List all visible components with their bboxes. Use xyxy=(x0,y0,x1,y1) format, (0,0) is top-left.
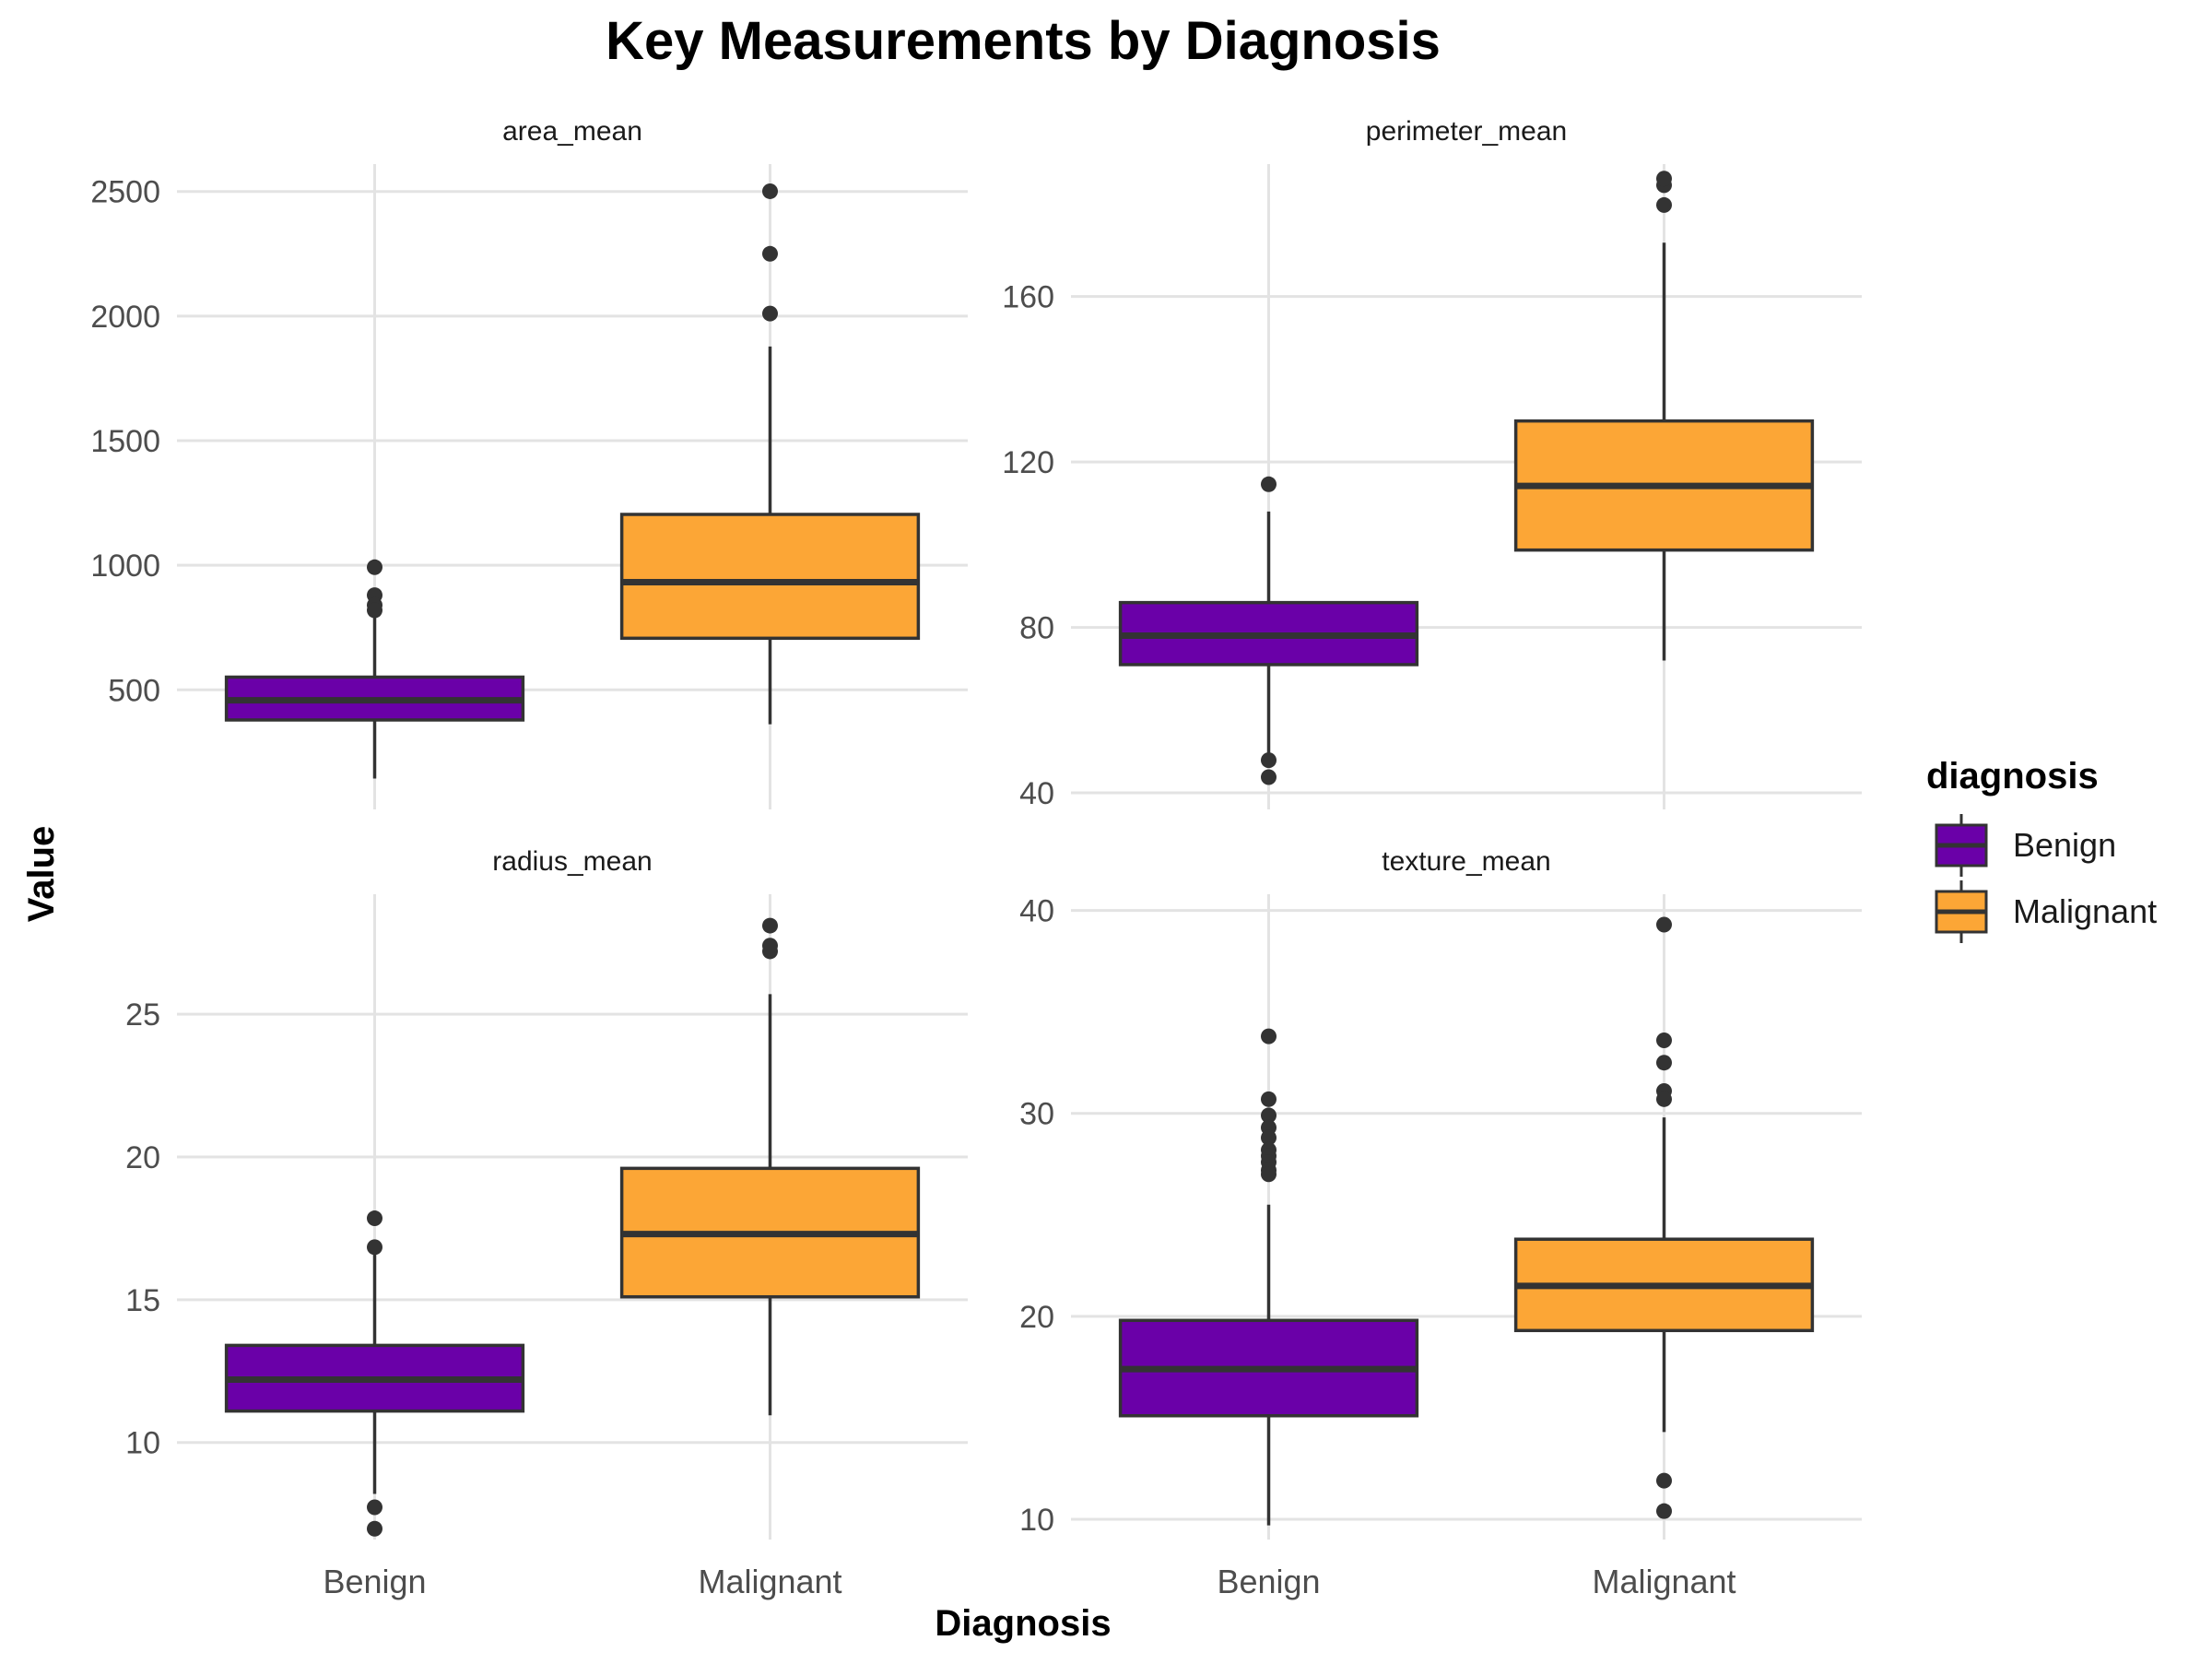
outlier-point xyxy=(1656,196,1672,213)
outlier-point xyxy=(1656,1091,1672,1107)
legend-item-malignant: Malignant xyxy=(1935,880,2157,943)
x-tick-label: Malignant xyxy=(1592,1563,1735,1600)
outlier-point xyxy=(367,1499,382,1516)
box-benign xyxy=(1118,476,1419,785)
legend-label: Benign xyxy=(2013,826,2116,864)
y-tick-label: 1500 xyxy=(90,424,160,459)
outlier-point xyxy=(367,1520,382,1537)
outlier-point xyxy=(1261,1028,1277,1044)
panel-perimeter-mean: perimeter_mean 40 80 120 160 xyxy=(1002,116,1862,811)
outlier-point xyxy=(1261,476,1277,492)
y-tick-label: 120 xyxy=(1002,445,1054,480)
outlier-point xyxy=(367,1210,382,1227)
box-malignant xyxy=(1513,916,1815,1519)
panel-area-mean: area_mean 500 1000 1500 2000 2500 xyxy=(90,116,968,809)
x-tick-label: Benign xyxy=(1217,1563,1320,1600)
y-tick-label: 500 xyxy=(108,673,160,708)
outlier-point xyxy=(762,917,778,934)
facet-label: texture_mean xyxy=(1382,846,1550,877)
y-tick-label: 20 xyxy=(1019,1300,1054,1335)
y-tick-label: 80 xyxy=(1019,611,1054,646)
y-tick-label: 30 xyxy=(1019,1097,1054,1132)
y-tick-label: 40 xyxy=(1019,776,1054,811)
facet-panels: area_mean 500 1000 1500 2000 2500 perimeter_me… xyxy=(90,116,1862,1600)
outlier-point xyxy=(1656,1055,1672,1071)
y-tick-label: 1000 xyxy=(90,549,160,584)
outlier-point xyxy=(1261,1091,1277,1107)
outlier-point xyxy=(1261,1166,1277,1183)
y-axis-label: Value xyxy=(21,826,62,923)
y-tick-label: 2000 xyxy=(90,300,160,335)
outlier-point xyxy=(762,938,778,954)
box-benign xyxy=(1118,1028,1419,1526)
chart-title: Key Measurements by Diagnosis xyxy=(606,11,1441,71)
facet-label: area_mean xyxy=(502,116,642,147)
y-tick-label: 25 xyxy=(125,997,160,1033)
box-malignant xyxy=(619,917,921,1416)
outlier-point xyxy=(1261,1129,1277,1146)
outlier-point xyxy=(762,305,778,322)
y-tick-label: 10 xyxy=(125,1426,160,1461)
outlier-point xyxy=(762,183,778,199)
outlier-point xyxy=(1656,1503,1672,1519)
box-malignant xyxy=(619,183,921,725)
panel-radius-mean: radius_mean 10 15 20 25 Benign Malignant xyxy=(125,846,968,1600)
outlier-point xyxy=(1656,1472,1672,1489)
legend-label: Malignant xyxy=(2013,892,2157,930)
outlier-point xyxy=(367,602,382,619)
box-malignant xyxy=(1513,171,1815,661)
iqr-box xyxy=(619,513,921,641)
outlier-point xyxy=(1261,769,1277,785)
x-tick-label: Benign xyxy=(323,1563,426,1600)
y-tick-label: 20 xyxy=(125,1140,160,1175)
outlier-point xyxy=(1261,1107,1277,1124)
y-tick-label: 15 xyxy=(125,1283,160,1318)
y-tick-label: 40 xyxy=(1019,894,1054,929)
outlier-point xyxy=(762,245,778,262)
y-tick-label: 2500 xyxy=(90,175,160,210)
outlier-point xyxy=(367,1239,382,1256)
x-axis-label: Diagnosis xyxy=(935,1603,1111,1644)
facet-label: radius_mean xyxy=(492,846,652,877)
outlier-point xyxy=(367,559,382,575)
legend-item-benign: Benign xyxy=(1935,814,2116,877)
legend: Benign Malignant xyxy=(1935,814,2157,943)
outlier-point xyxy=(1656,171,1672,187)
panel-texture-mean: texture_mean 10 20 30 40 Benign Malignant xyxy=(1019,846,1862,1600)
x-tick-label: Malignant xyxy=(698,1563,841,1600)
box-benign xyxy=(224,559,525,779)
outlier-point xyxy=(1261,752,1277,769)
box-benign xyxy=(224,1210,525,1537)
y-tick-label: 160 xyxy=(1002,280,1054,315)
outlier-point xyxy=(1656,916,1672,933)
legend-title: diagnosis xyxy=(1926,756,2099,797)
y-tick-label: 10 xyxy=(1019,1503,1054,1538)
outlier-point xyxy=(1656,1032,1672,1048)
facet-label: perimeter_mean xyxy=(1366,116,1567,147)
